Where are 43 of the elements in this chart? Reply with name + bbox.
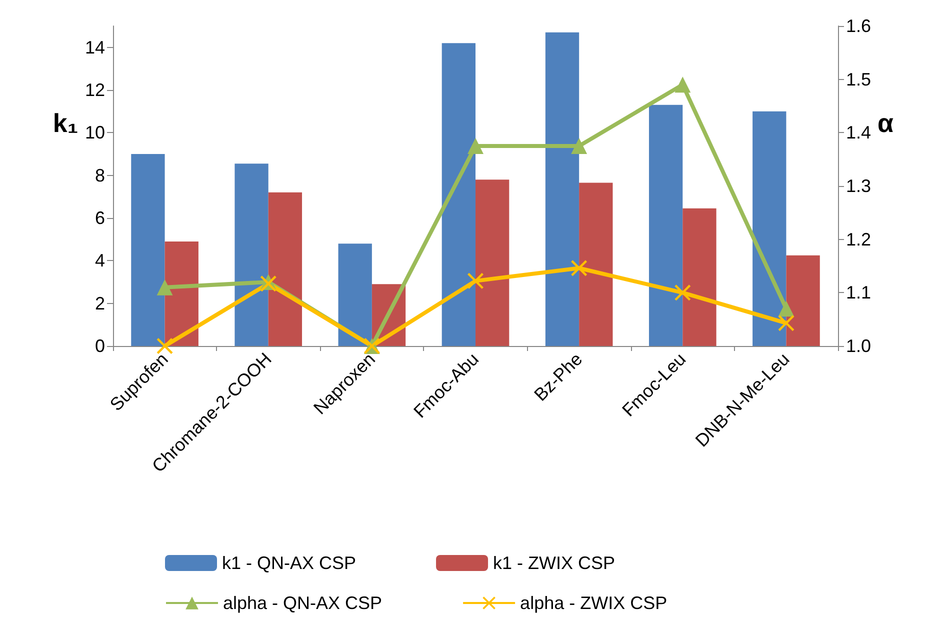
bar xyxy=(338,244,372,346)
y2-tick-label: 1.1 xyxy=(846,282,872,303)
bar xyxy=(442,43,476,346)
bar xyxy=(579,182,613,346)
y-tick-label: 8 xyxy=(94,165,105,186)
legend-label: alpha - ZWIX CSP xyxy=(520,593,668,613)
point xyxy=(468,272,484,289)
point xyxy=(156,279,173,296)
point xyxy=(571,260,588,276)
legend-label: k1 - ZWIX CSP xyxy=(493,553,616,573)
point xyxy=(468,138,484,154)
y-axis-title: k₁ xyxy=(52,108,78,138)
bar xyxy=(786,255,820,346)
point xyxy=(674,76,691,93)
point xyxy=(778,315,794,332)
point xyxy=(156,338,173,354)
bar xyxy=(648,104,683,346)
y2-tick-label: 1.6 xyxy=(846,16,872,36)
legend-label: k1 - QN-AX CSP xyxy=(222,553,356,573)
bar xyxy=(476,180,510,346)
y2-tick-label: 1.4 xyxy=(846,122,872,143)
bar xyxy=(545,32,580,346)
y-tick-label: 12 xyxy=(84,80,105,100)
legend-label: alpha - QN-AX CSP xyxy=(223,593,382,613)
bar xyxy=(268,192,302,346)
y-tick-label: 4 xyxy=(94,250,105,271)
y2-axis-title: α xyxy=(878,108,894,138)
bar xyxy=(131,154,165,346)
y2-tick-label: 1.0 xyxy=(846,336,872,356)
point xyxy=(674,284,691,301)
point xyxy=(778,300,794,317)
y-tick-label: 10 xyxy=(84,122,105,143)
y2-tick-label: 1.2 xyxy=(846,229,872,250)
y2-tick-label: 1.5 xyxy=(846,69,872,90)
bar xyxy=(234,164,268,346)
y-tick-label: 6 xyxy=(94,208,105,228)
y2-tick-label: 1.3 xyxy=(846,176,872,196)
y-tick-label: 2 xyxy=(94,293,105,314)
bar xyxy=(752,111,786,346)
y-tick-label: 0 xyxy=(94,336,105,356)
bar xyxy=(682,208,716,346)
point xyxy=(571,138,588,154)
y-tick-label: 14 xyxy=(84,37,105,58)
